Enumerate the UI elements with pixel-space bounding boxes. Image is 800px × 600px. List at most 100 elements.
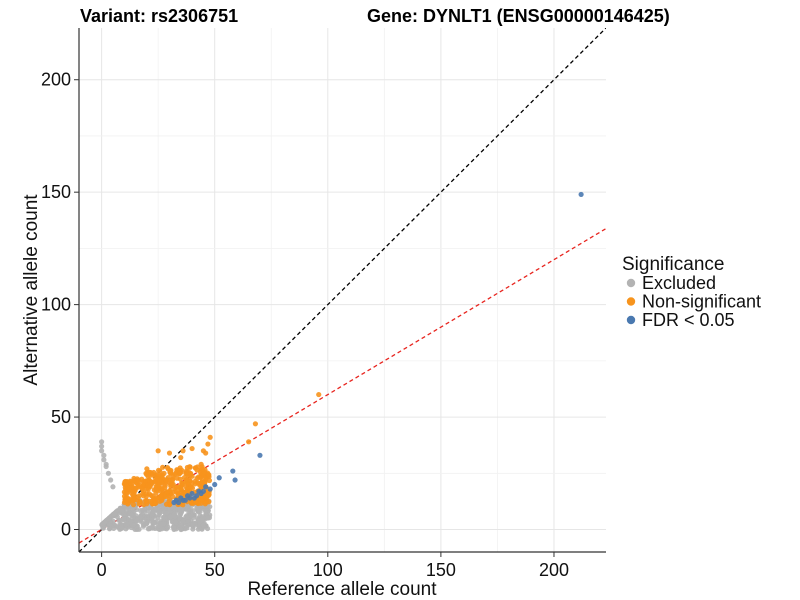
point-non-significant (204, 496, 210, 502)
point-excluded (106, 526, 113, 532)
chart-title-variant: Variant: rs2306751 (80, 6, 238, 26)
point-non-significant (162, 488, 168, 494)
point-non-significant (130, 502, 137, 508)
legend-label: Excluded (642, 273, 716, 293)
point-excluded (101, 457, 107, 463)
reference-line-fitted (79, 228, 606, 544)
point-non-significant (153, 486, 159, 492)
legend-label: Non-significant (642, 292, 761, 312)
point-non-significant (149, 493, 155, 499)
point-non-significant (201, 471, 207, 477)
point-non-significant (166, 450, 173, 456)
point-fdr-0-05 (216, 475, 222, 481)
point-excluded (155, 515, 161, 521)
point-excluded (141, 508, 147, 514)
point-excluded (152, 519, 158, 526)
y-tick-label: 200 (41, 70, 71, 90)
point-fdr-0-05 (196, 488, 202, 494)
point-non-significant (168, 483, 174, 489)
point-non-significant (175, 490, 181, 496)
point-non-significant (316, 391, 322, 398)
point-non-significant (147, 478, 153, 484)
x-axis-ticks: 0 50 100 150 200 (97, 552, 569, 580)
legend: Significance ExcludedNon-significantFDR … (622, 254, 761, 330)
point-fdr-0-05 (191, 495, 197, 501)
point-non-significant (131, 475, 137, 482)
point-non-significant (195, 474, 202, 480)
point-non-significant (192, 481, 198, 487)
point-excluded (149, 524, 155, 530)
point-fdr-0-05 (212, 481, 218, 488)
point-non-significant (131, 496, 137, 502)
point-non-significant (183, 478, 189, 484)
point-non-significant (137, 499, 143, 505)
x-tick-label: 0 (97, 560, 107, 580)
point-non-significant (153, 500, 159, 506)
point-non-significant (144, 471, 150, 477)
point-non-significant (173, 470, 179, 476)
point-fdr-0-05 (207, 486, 213, 492)
point-non-significant (180, 448, 186, 454)
point-excluded (172, 519, 179, 525)
reference-lines (79, 28, 606, 552)
point-excluded (123, 507, 130, 513)
data-points (99, 191, 584, 533)
point-excluded (190, 508, 196, 514)
point-non-significant (157, 468, 163, 474)
point-excluded (165, 524, 171, 530)
point-non-significant (158, 492, 164, 499)
point-excluded (180, 518, 186, 524)
point-non-significant (200, 448, 206, 454)
point-excluded (105, 516, 111, 522)
point-excluded (119, 508, 125, 514)
point-excluded (184, 525, 190, 531)
point-fdr-0-05 (578, 191, 584, 198)
point-non-significant (252, 421, 259, 427)
legend-label: FDR < 0.05 (642, 310, 735, 330)
point-non-significant (144, 497, 150, 504)
grid-lines (79, 28, 606, 552)
point-excluded (162, 516, 168, 522)
point-excluded (101, 452, 107, 458)
point-non-significant (203, 475, 209, 481)
point-non-significant (177, 476, 183, 482)
point-excluded (177, 507, 183, 513)
point-non-significant (140, 482, 146, 488)
point-non-significant (157, 475, 163, 481)
point-excluded (157, 523, 163, 529)
point-excluded (178, 526, 184, 533)
point-excluded (143, 521, 149, 527)
point-non-significant (155, 482, 161, 488)
legend-key (626, 297, 636, 306)
y-tick-label: 100 (41, 295, 71, 315)
point-non-significant (190, 500, 196, 506)
point-non-significant (124, 491, 130, 497)
point-non-significant (121, 499, 128, 506)
point-excluded (103, 463, 109, 470)
point-fdr-0-05 (232, 477, 238, 483)
point-non-significant (187, 464, 193, 470)
point-excluded (99, 439, 105, 445)
x-tick-label: 150 (426, 560, 456, 580)
point-non-significant (167, 501, 173, 507)
y-axis-ticks: 0 50 100 150 200 (41, 70, 79, 540)
point-non-significant (167, 468, 173, 474)
x-axis-title: Reference allele count (247, 579, 437, 600)
point-excluded (192, 520, 198, 527)
legend-title: Significance (622, 254, 724, 275)
point-fdr-0-05 (203, 484, 209, 490)
point-excluded (100, 525, 106, 531)
point-fdr-0-05 (189, 490, 195, 497)
y-axis-title: Alternative allele count (21, 194, 42, 386)
point-excluded (200, 522, 206, 528)
point-non-significant (187, 472, 193, 478)
point-excluded (171, 525, 177, 531)
y-tick-label: 150 (41, 182, 71, 202)
point-excluded (205, 515, 211, 521)
point-excluded (108, 477, 114, 483)
x-tick-label: 50 (205, 560, 225, 580)
point-excluded (196, 507, 202, 514)
point-excluded (99, 448, 105, 454)
point-non-significant (205, 441, 211, 447)
